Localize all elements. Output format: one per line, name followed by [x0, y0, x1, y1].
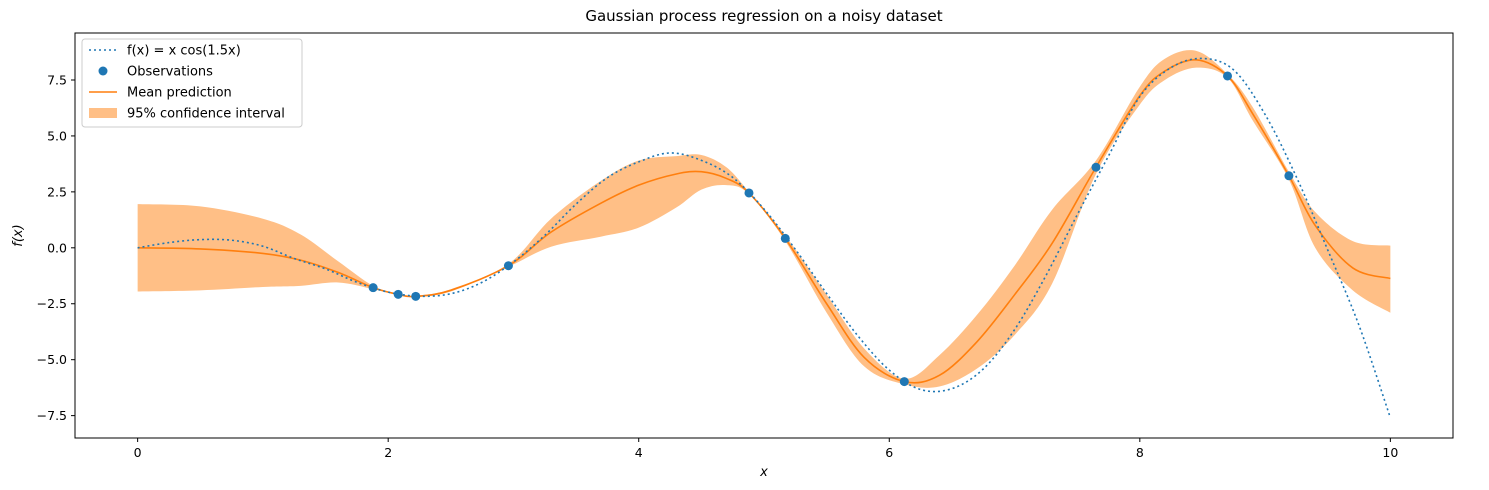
- x-tick-label: 4: [635, 445, 643, 460]
- observations-layer: [368, 71, 1294, 387]
- observation-point: [411, 291, 421, 301]
- legend-swatch-observations: [98, 66, 108, 76]
- chart-title: Gaussian process regression on a noisy d…: [585, 7, 942, 25]
- legend: f(x) = x cos(1.5x) Observations Mean predi…: [81, 38, 303, 128]
- legend-label: f(x) = x cos(1.5x): [127, 44, 241, 59]
- x-tick-label: 10: [1382, 445, 1398, 460]
- y-tick-label: −7.5: [37, 408, 67, 423]
- legend-box: [81, 38, 303, 128]
- mean-line-layer: [137, 59, 1391, 384]
- x-tick-label: 0: [134, 445, 142, 460]
- observation-point: [1223, 71, 1233, 81]
- mean-prediction-line: [137, 59, 1391, 384]
- x-axis-label: x: [759, 465, 768, 480]
- x-tick-label: 2: [384, 445, 392, 460]
- observation-point: [503, 261, 513, 271]
- observation-point: [1091, 162, 1101, 172]
- y-axis-label: f(x): [11, 224, 26, 246]
- y-tick-label: 7.5: [47, 72, 67, 87]
- y-ticks: −7.5 −5.0 −2.5 0.0 2.5 5.0 7.5: [37, 72, 75, 423]
- legend-label: 95% confidence interval: [127, 107, 285, 122]
- observation-point: [368, 283, 378, 293]
- observation-point: [393, 289, 403, 299]
- true-function-line: [137, 57, 1392, 419]
- confidence-band: [137, 50, 1391, 388]
- y-tick-label: 2.5: [47, 184, 67, 199]
- true-function-layer: [137, 57, 1392, 419]
- x-tick-label: 8: [1136, 445, 1144, 460]
- x-ticks: 0 2 4 6 8 10: [134, 438, 1398, 460]
- plot-frame: [74, 32, 1454, 439]
- legend-label: Observations: [127, 65, 213, 80]
- observation-point: [899, 377, 909, 387]
- observation-point: [1284, 171, 1294, 181]
- observation-point: [780, 233, 790, 243]
- y-tick-label: 0.0: [47, 240, 67, 255]
- confidence-band-layer: [137, 50, 1391, 388]
- legend-swatch-interval: [89, 108, 117, 118]
- y-tick-label: 5.0: [47, 128, 67, 143]
- x-tick-label: 6: [885, 445, 893, 460]
- observation-point: [744, 188, 754, 198]
- y-tick-label: −5.0: [37, 352, 67, 367]
- y-tick-label: −2.5: [37, 296, 67, 311]
- legend-label: Mean prediction: [127, 86, 232, 101]
